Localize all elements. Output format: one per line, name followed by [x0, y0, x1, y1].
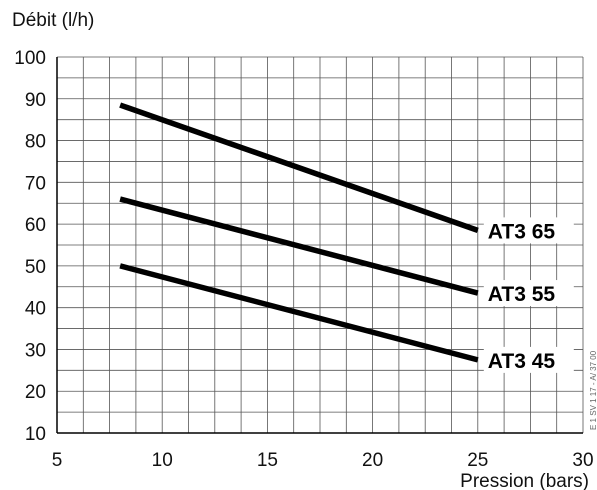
- x-tick-label: 10: [152, 450, 173, 471]
- series-label-background: [483, 346, 574, 373]
- x-tick-label: 5: [52, 450, 63, 471]
- y-tick-label: 20: [25, 382, 46, 403]
- series-label-background: [483, 217, 574, 244]
- series-label-background: [483, 280, 574, 307]
- y-tick-label: 80: [25, 132, 46, 153]
- y-tick-label: 60: [25, 215, 46, 236]
- x-tick-label: 15: [257, 450, 278, 471]
- y-tick-label: 30: [25, 340, 46, 361]
- y-axis-title: Débit (l/h): [12, 10, 94, 31]
- series-label: AT3 55: [488, 283, 556, 306]
- series-label: AT3 45: [488, 350, 556, 373]
- chart-series: AT3 65 AT3 55 AT3 45: [119, 102, 574, 373]
- x-tick-label: 25: [467, 450, 488, 471]
- y-tick-label: 70: [25, 173, 46, 194]
- y-tick-label: 50: [25, 257, 46, 278]
- series-line: [119, 102, 479, 233]
- chart-labels: Débit (l/h) Pression (bars) E 1 SV 1 17 …: [12, 10, 597, 490]
- chart-axes: 10 20 30 40 50 60 70 80 90 100 5 10 15 20 25 30: [14, 48, 593, 471]
- x-axis-title: Pression (bars): [460, 471, 589, 490]
- side-note: E 1 SV 1 17 - A/ 37 00: [589, 350, 597, 430]
- x-tick-label: 20: [362, 450, 383, 471]
- x-tick-label: 30: [572, 450, 593, 471]
- series-line: [119, 196, 479, 296]
- y-tick-label: 90: [25, 90, 46, 111]
- y-tick-label: 40: [25, 299, 46, 320]
- y-tick-label: 100: [14, 48, 46, 69]
- y-tick-label: 10: [25, 424, 46, 445]
- series-label: AT3 65: [488, 220, 556, 243]
- series-line: [119, 263, 479, 363]
